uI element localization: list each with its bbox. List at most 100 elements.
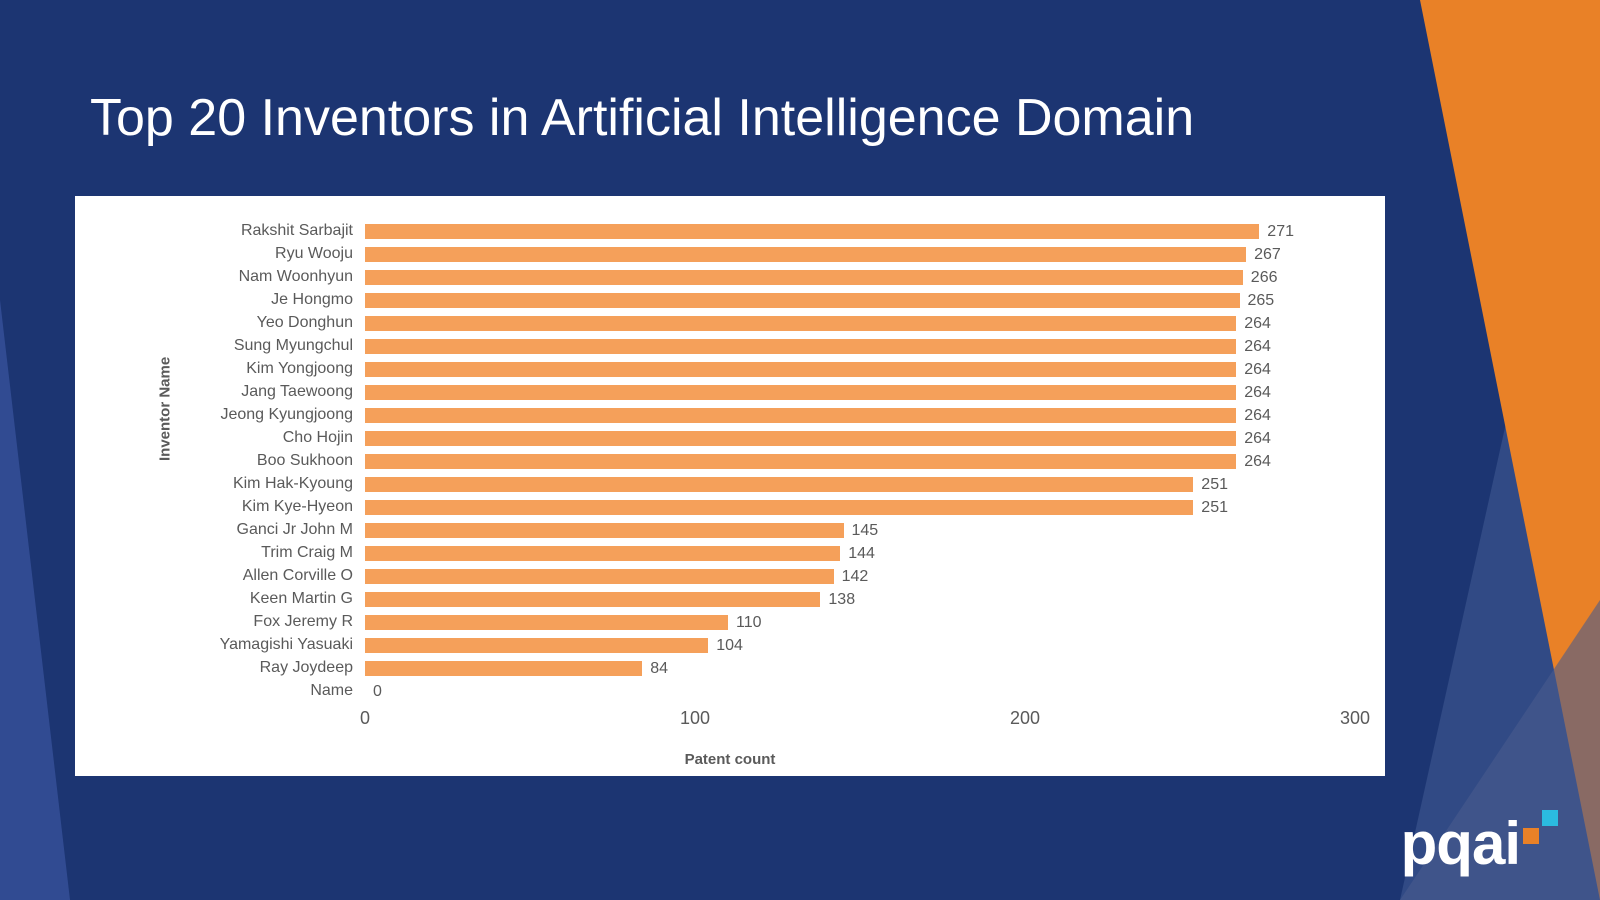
bar [365, 270, 1243, 285]
y-tick-label: Kim Hak-Kyoung [233, 475, 353, 493]
bar-value-label: 264 [1244, 453, 1271, 471]
x-tick-label: 200 [1010, 708, 1040, 729]
y-tick-label: Keen Martin G [250, 590, 353, 608]
y-tick-label: Name [310, 682, 353, 700]
y-tick-label: Jang Taewoong [241, 383, 353, 401]
bar-row: 264 [365, 381, 1271, 404]
chart-panel: Inventor Name Patent count Rakshit Sarba… [75, 196, 1385, 776]
bar [365, 454, 1236, 469]
bar-value-label: 271 [1267, 223, 1294, 241]
bar-row: 264 [365, 335, 1271, 358]
bar [365, 500, 1193, 515]
bar [365, 615, 728, 630]
y-tick-label: Jeong Kyungjoong [220, 406, 353, 424]
bar-value-label: 264 [1244, 407, 1271, 425]
bar [365, 247, 1246, 262]
bar-row: 104 [365, 634, 743, 657]
x-tick-label: 300 [1340, 708, 1370, 729]
bar-value-label: 264 [1244, 430, 1271, 448]
bar-row: 251 [365, 496, 1228, 519]
bar-row: 110 [365, 611, 762, 634]
y-tick-label: Ray Joydeep [260, 659, 353, 677]
y-tick-label: Je Hongmo [271, 291, 353, 309]
bar-value-label: 110 [736, 614, 762, 632]
y-tick-label: Nam Woonhyun [239, 268, 353, 286]
bar [365, 431, 1236, 446]
bar-row: 251 [365, 473, 1228, 496]
bar [365, 477, 1193, 492]
y-tick-label: Ryu Wooju [275, 245, 353, 263]
bar-value-label: 84 [650, 660, 668, 678]
logo-dot-orange [1523, 828, 1539, 844]
y-tick-label: Kim Kye-Hyeon [242, 498, 353, 516]
bar-row: 142 [365, 565, 868, 588]
bar [365, 546, 840, 561]
y-tick-label: Kim Yongjoong [246, 360, 353, 378]
slide: Top 20 Inventors in Artificial Intellige… [0, 0, 1600, 900]
slide-title: Top 20 Inventors in Artificial Intellige… [90, 88, 1194, 148]
bar-value-label: 266 [1251, 269, 1278, 287]
bar-row: 264 [365, 404, 1271, 427]
bar [365, 661, 642, 676]
bar-row: 265 [365, 289, 1274, 312]
bar [365, 638, 708, 653]
bar [365, 362, 1236, 377]
logo-dot-cyan [1542, 810, 1558, 826]
bar-value-label: 104 [716, 637, 743, 655]
y-tick-label: Yeo Donghun [257, 314, 353, 332]
bar-row: 267 [365, 243, 1281, 266]
y-tick-label: Cho Hojin [283, 429, 353, 447]
bar [365, 339, 1236, 354]
bar [365, 316, 1236, 331]
bar-value-label: 251 [1201, 476, 1228, 494]
bar [365, 293, 1240, 308]
bar-row: 144 [365, 542, 875, 565]
bar [365, 569, 834, 584]
x-tick-label: 0 [360, 708, 370, 729]
bar [365, 592, 820, 607]
bar-row: 264 [365, 450, 1271, 473]
bar-value-label: 0 [373, 683, 382, 701]
bar-row: 264 [365, 358, 1271, 381]
bar-value-label: 264 [1244, 338, 1271, 356]
bg-triangle-blue [1400, 0, 1600, 900]
bar-row: 271 [365, 220, 1294, 243]
bar-value-label: 265 [1248, 292, 1275, 310]
x-axis-label: Patent count [685, 751, 776, 768]
y-tick-label: Sung Myungchul [234, 337, 353, 355]
bar-row: 145 [365, 519, 878, 542]
bar [365, 523, 844, 538]
brand-logo: pqai [1401, 809, 1558, 878]
bar-row: 264 [365, 427, 1271, 450]
y-tick-label: Boo Sukhoon [257, 452, 353, 470]
bar-value-label: 264 [1244, 315, 1271, 333]
bar-value-label: 144 [848, 545, 875, 563]
bar-row: 138 [365, 588, 855, 611]
bar-value-label: 267 [1254, 246, 1281, 264]
bar-row: 84 [365, 657, 668, 680]
x-tick-label: 100 [680, 708, 710, 729]
bar-value-label: 138 [828, 591, 855, 609]
bar-value-label: 251 [1201, 499, 1228, 517]
bar-value-label: 142 [842, 568, 869, 586]
y-tick-label: Yamagishi Yasuaki [220, 636, 353, 654]
bar [365, 385, 1236, 400]
bg-triangle-orange [1420, 0, 1600, 900]
bar-value-label: 145 [852, 522, 879, 540]
y-tick-label: Fox Jeremy R [253, 613, 353, 631]
bar [365, 408, 1236, 423]
bar-row: 0 [365, 680, 382, 703]
bar-value-label: 264 [1244, 384, 1271, 402]
y-tick-label: Allen Corville O [243, 567, 353, 585]
y-axis-label: Inventor Name [157, 357, 174, 461]
chart-plot-area: Rakshit Sarbajit271Ryu Wooju267Nam Woonh… [365, 220, 1355, 702]
y-tick-label: Ganci Jr John M [237, 521, 353, 539]
bar [365, 224, 1259, 239]
bar-row: 264 [365, 312, 1271, 335]
y-tick-label: Trim Craig M [261, 544, 353, 562]
y-tick-label: Rakshit Sarbajit [241, 222, 353, 240]
bar-value-label: 264 [1244, 361, 1271, 379]
bar-row: 266 [365, 266, 1278, 289]
logo-text: pqai [1401, 809, 1520, 878]
bg-triangle-left [0, 300, 70, 900]
